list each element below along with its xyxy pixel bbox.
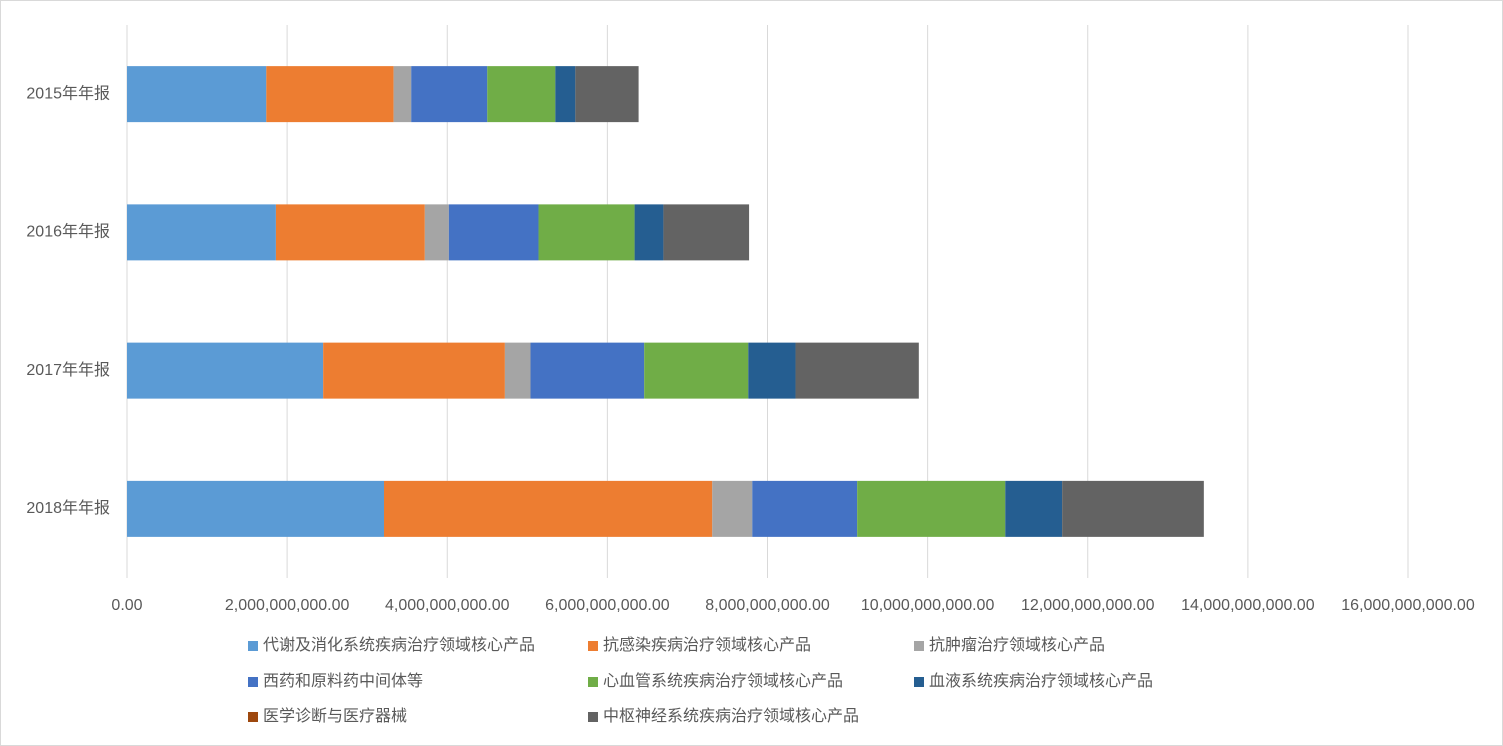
bar-segment bbox=[127, 342, 324, 399]
bar-segment bbox=[663, 204, 750, 261]
x-tick-label: 2,000,000,000.00 bbox=[225, 597, 350, 614]
bar-segment bbox=[538, 204, 635, 261]
legend-label: 代谢及消化系统疾病治疗领域核心产品 bbox=[263, 636, 535, 654]
legend-swatch bbox=[248, 712, 258, 722]
x-tick-label: 12,000,000,000.00 bbox=[1021, 597, 1155, 614]
x-tick-label: 10,000,000,000.00 bbox=[861, 597, 995, 614]
bar-segment bbox=[748, 342, 796, 399]
bar-segment bbox=[752, 480, 858, 537]
bar-segment bbox=[448, 204, 539, 261]
legend-label: 医学诊断与医疗器械 bbox=[263, 707, 407, 725]
bar-segment bbox=[644, 342, 749, 399]
x-tick-label: 16,000,000,000.00 bbox=[1341, 597, 1475, 614]
bar-segment bbox=[857, 480, 1006, 537]
legend-swatch bbox=[588, 712, 598, 722]
bar-segment bbox=[555, 66, 576, 123]
bar-segment bbox=[487, 66, 556, 123]
bar-segment bbox=[530, 342, 645, 399]
legend-label: 抗肿瘤治疗领域核心产品 bbox=[929, 636, 1105, 654]
legend-label: 抗感染疾病治疗领域核心产品 bbox=[603, 636, 811, 654]
legend-label: 西药和原料药中间体等 bbox=[263, 672, 423, 690]
bar-segment bbox=[795, 342, 919, 399]
bar-segment bbox=[266, 66, 394, 123]
bar-segment bbox=[127, 480, 385, 537]
bar-segment bbox=[323, 342, 505, 399]
x-tick-label: 4,000,000,000.00 bbox=[385, 597, 510, 614]
x-tick-label: 14,000,000,000.00 bbox=[1181, 597, 1315, 614]
bar-segment bbox=[127, 66, 267, 123]
bar-segment bbox=[424, 204, 449, 261]
bar-segment bbox=[1062, 480, 1204, 537]
x-tick-label: 8,000,000,000.00 bbox=[705, 597, 830, 614]
legend-label: 血液系统疾病治疗领域核心产品 bbox=[929, 672, 1153, 690]
bar-segment bbox=[1005, 480, 1063, 537]
bar-segment bbox=[712, 480, 753, 537]
y-tick-label: 2015年年报 bbox=[26, 84, 110, 102]
legend-label: 心血管系统疾病治疗领域核心产品 bbox=[603, 672, 843, 690]
bar-segment bbox=[634, 204, 664, 261]
legend-label: 中枢神经系统疾病治疗领域核心产品 bbox=[603, 707, 859, 725]
y-tick-label: 2016年年报 bbox=[26, 223, 110, 241]
bar-segment bbox=[411, 66, 488, 123]
legend-swatch bbox=[588, 677, 598, 687]
bar-segment bbox=[384, 480, 713, 537]
y-tick-label: 2017年年报 bbox=[26, 361, 110, 379]
legend-swatch bbox=[914, 641, 924, 651]
y-tick-label: 2018年年报 bbox=[26, 499, 110, 517]
bar-segment bbox=[127, 204, 276, 261]
bar-segment bbox=[393, 66, 412, 123]
bar-segment bbox=[275, 204, 425, 261]
legend-swatch bbox=[914, 677, 924, 687]
x-tick-label: 0.00 bbox=[111, 597, 142, 614]
legend-swatch bbox=[248, 641, 258, 651]
bar-segment bbox=[504, 342, 531, 399]
legend-swatch bbox=[248, 677, 258, 687]
legend-swatch bbox=[588, 641, 598, 651]
x-tick-label: 6,000,000,000.00 bbox=[545, 597, 670, 614]
bar-segment bbox=[575, 66, 639, 123]
